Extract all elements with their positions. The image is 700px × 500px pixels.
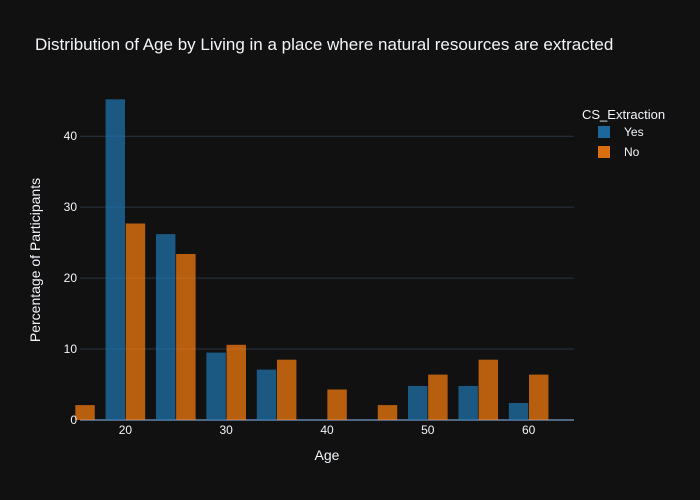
- chart-title: Distribution of Age by Living in a place…: [35, 35, 613, 54]
- y-tick-label: 20: [64, 271, 78, 285]
- bar-yes-35: [256, 369, 277, 420]
- bar-yes-50: [408, 385, 428, 420]
- x-tick-label: 40: [320, 423, 334, 437]
- x-tick-labels: 20 30 40 50 60: [119, 423, 536, 437]
- legend-swatch-yes: [598, 126, 610, 138]
- bar-no-40: [327, 389, 347, 420]
- bar-no-60: [528, 374, 549, 420]
- legend: CS_Extraction Yes No: [582, 107, 665, 159]
- legend-swatch-no: [598, 146, 610, 158]
- bar-yes-25: [155, 234, 176, 420]
- bar-no-50: [428, 374, 448, 420]
- x-tick-label: 50: [421, 423, 435, 437]
- bar-yes-20: [105, 99, 126, 420]
- bar-no-15: [75, 405, 95, 420]
- bar-no-25: [176, 253, 196, 420]
- x-tick-label: 60: [522, 423, 536, 437]
- bar-no-20: [125, 223, 146, 420]
- y-axis-title: Percentage of Participants: [27, 178, 43, 342]
- bar-yes-55: [458, 385, 478, 420]
- legend-title: CS_Extraction: [582, 107, 665, 122]
- x-tick-label: 30: [220, 423, 234, 437]
- x-axis-title: Age: [315, 447, 340, 463]
- legend-label-yes: Yes: [624, 125, 644, 139]
- x-tick-label: 20: [119, 423, 133, 437]
- y-tick-label: 30: [64, 200, 78, 214]
- y-tick-label: 0: [70, 413, 77, 427]
- bar-no-55: [478, 359, 499, 420]
- bar-no-45: [377, 405, 398, 420]
- bar-yes-30: [206, 352, 226, 420]
- y-tick-label: 40: [64, 129, 78, 143]
- bars: [75, 99, 549, 420]
- bar-yes-60: [508, 402, 529, 420]
- bar-no-35: [276, 359, 297, 420]
- bar-no-30: [226, 344, 246, 420]
- y-tick-label: 10: [64, 342, 78, 356]
- y-tick-labels: 0 10 20 30 40: [64, 129, 78, 427]
- legend-label-no: No: [624, 145, 640, 159]
